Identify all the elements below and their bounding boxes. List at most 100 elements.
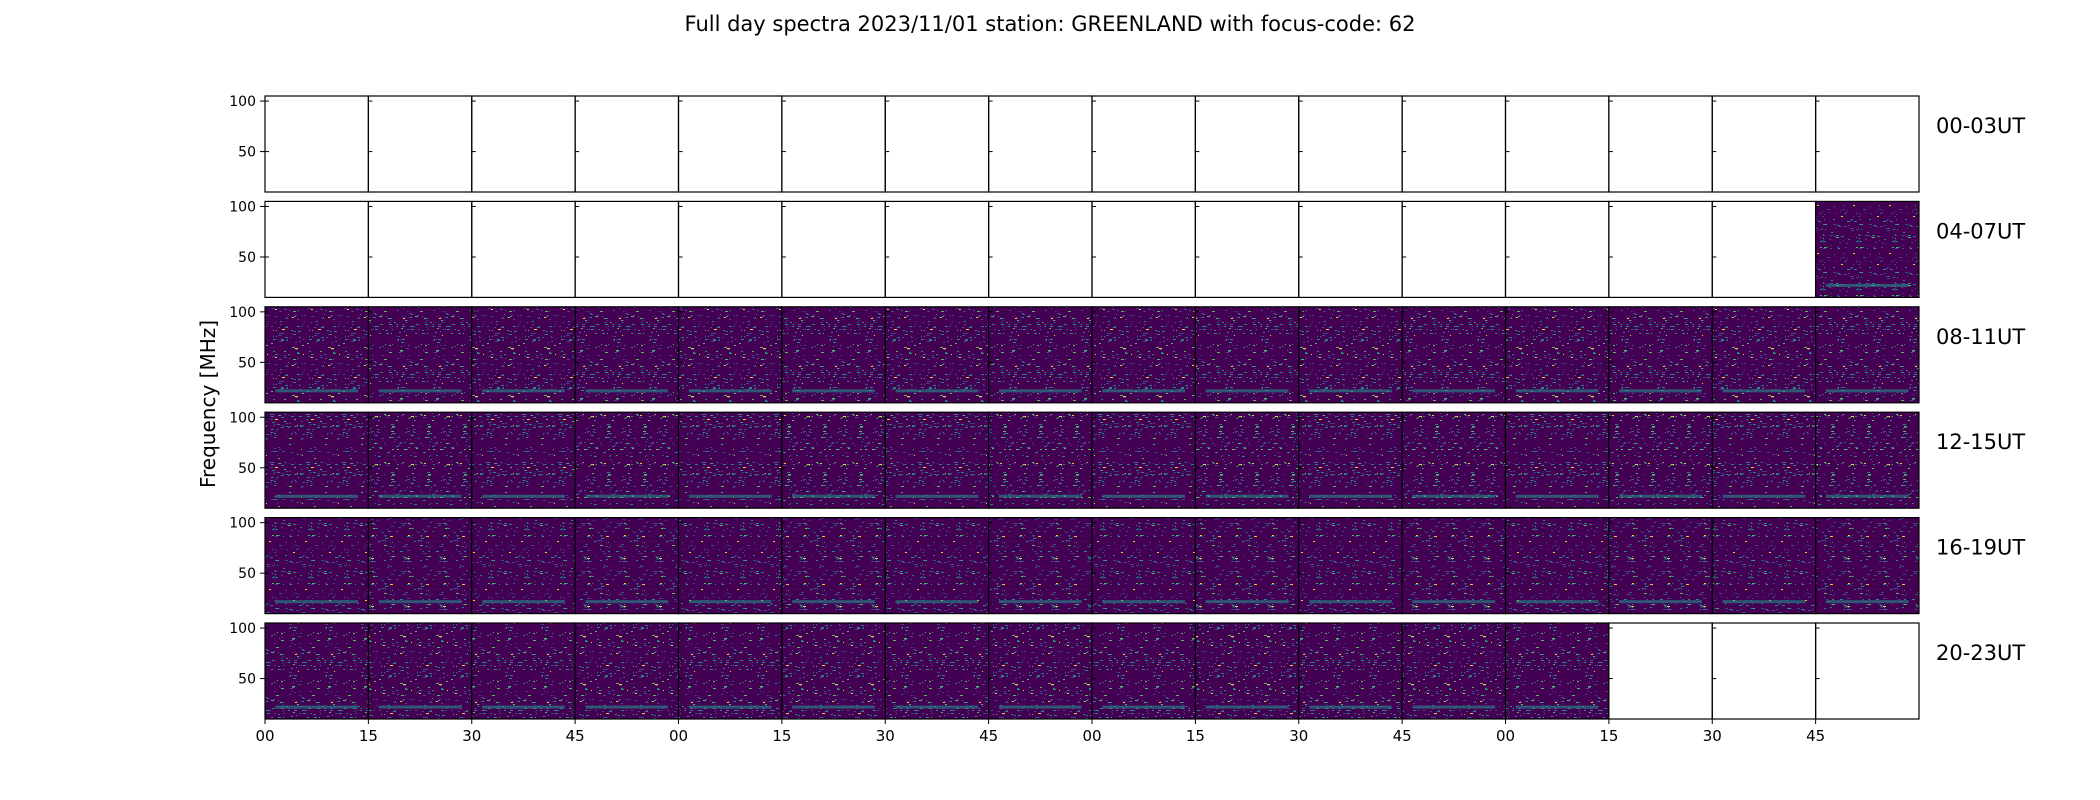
panel-frame — [1401, 200, 1507, 298]
spectrum-panel — [1608, 516, 1713, 615]
row-label: 12-15UT — [1936, 430, 2025, 454]
panel-frame — [471, 95, 576, 193]
panel-frame — [677, 95, 783, 193]
x-tick-label: 30 — [462, 727, 481, 745]
chart-title: Full day spectra 2023/11/01 station: GRE… — [685, 12, 1416, 36]
x-axis: 00 15 30 45 00 15 30 45 00 15 30 45 00 15 30 45 — [255, 719, 1825, 745]
panel-frame — [1091, 95, 1196, 193]
x-tick-label: 45 — [979, 727, 998, 745]
spectrum-panel — [1711, 516, 1817, 615]
spectrum-panel — [264, 516, 369, 615]
panel-frame — [264, 95, 369, 193]
spectrum-panel — [1401, 622, 1507, 720]
y-tick-label: 100 — [229, 621, 256, 637]
spectrum-panel — [988, 411, 1093, 509]
spectrum-panel — [988, 622, 1093, 720]
spectrum-panel — [1401, 306, 1507, 404]
y-tick-label: 50 — [238, 250, 256, 266]
x-tick-label: 45 — [1806, 727, 1825, 745]
panel-frame — [781, 200, 886, 298]
panel-frame — [884, 200, 990, 298]
spectrum-panel — [1504, 516, 1610, 615]
spectrum-panel — [677, 95, 783, 193]
spectrum-panel — [677, 200, 783, 298]
row-label: 16-19UT — [1936, 536, 2025, 560]
spectrum-panel — [1091, 411, 1196, 509]
panel-row: 50 100 12-15UT — [229, 410, 2025, 509]
spectrum-panel — [1711, 306, 1817, 404]
spectrum-panel — [1401, 411, 1507, 509]
spectrum-panel — [884, 95, 990, 193]
spectrum-panel — [781, 411, 886, 509]
spectrum-panel — [1298, 306, 1403, 404]
spectrum-panel — [1091, 622, 1196, 720]
panel-frame — [367, 95, 473, 193]
spectrum-panel — [1608, 411, 1713, 509]
panel-frame — [1194, 95, 1300, 193]
spectrum-panel — [264, 200, 369, 298]
panel-frame — [1608, 200, 1713, 298]
y-tick-label: 50 — [238, 355, 256, 371]
spectrum-panel — [1194, 411, 1300, 509]
panel-frame — [988, 95, 1093, 193]
spectrum-panel — [988, 95, 1093, 193]
panel-frame — [1194, 200, 1300, 298]
spectrum-panel — [264, 306, 369, 404]
x-tick-label: 15 — [1186, 727, 1205, 745]
spectrum-panel — [574, 411, 680, 509]
x-tick-label: 30 — [1703, 727, 1722, 745]
spectrum-panel — [1711, 200, 1817, 298]
spectrum-panel — [1194, 622, 1300, 720]
panel-row: 50 100 04-07UT — [229, 199, 2025, 298]
spectrum-panel — [264, 95, 369, 193]
panel-frame — [367, 200, 473, 298]
spectrum-panel — [781, 95, 886, 193]
x-tick-label: 30 — [1289, 727, 1308, 745]
spectrum-panel — [264, 622, 369, 720]
panel-row: 50 100 00-03UT — [229, 94, 2025, 193]
spectrum-panel — [781, 306, 886, 404]
spectrum-panel — [1298, 411, 1403, 509]
spectrum-panel — [1608, 306, 1713, 404]
spectrum-panel — [1608, 200, 1713, 298]
spectrum-panel — [367, 200, 473, 298]
y-tick-label: 100 — [229, 199, 256, 215]
spectrum-panel — [988, 516, 1093, 615]
spectrum-panel — [574, 200, 680, 298]
spectrum-panel — [677, 516, 783, 615]
panel-row: 50 100 16-19UT — [229, 516, 2025, 615]
spectrum-panel — [781, 200, 886, 298]
x-tick-label: 45 — [1393, 727, 1412, 745]
spectrum-panel — [1298, 622, 1403, 720]
spectrum-panel — [574, 306, 680, 404]
x-tick-label: 15 — [1599, 727, 1618, 745]
panel-row: 50 100 20-23UT — [229, 621, 2025, 720]
spectrum-panel — [1091, 516, 1196, 615]
y-tick-label: 100 — [229, 410, 256, 426]
panel-frame — [1711, 200, 1817, 298]
spectrum-panel — [1401, 516, 1507, 615]
spectrum-panel — [574, 622, 680, 720]
spectrum-panel — [677, 306, 783, 404]
y-tick-label: 50 — [238, 566, 256, 582]
spectrum-panel — [1401, 200, 1507, 298]
spectrum-panel — [677, 411, 783, 509]
panel-frame — [1504, 95, 1610, 193]
spectrum-panel — [1504, 95, 1610, 193]
panel-frame — [677, 200, 783, 298]
spectrum-panel — [884, 622, 990, 720]
x-tick-label: 15 — [359, 727, 378, 745]
spectrum-panel — [1815, 411, 1920, 509]
panel-frame — [1401, 95, 1507, 193]
y-tick-label: 50 — [238, 145, 256, 161]
panel-frame — [1091, 200, 1196, 298]
spectrum-panel — [367, 306, 473, 404]
spectrum-panel — [1504, 200, 1610, 298]
x-tick-label: 00 — [1496, 727, 1515, 745]
panel-frame — [574, 95, 680, 193]
spectrum-panel — [367, 411, 473, 509]
panel-row: 50 100 08-11UT — [229, 305, 2025, 404]
x-tick-label: 00 — [1082, 727, 1101, 745]
y-axis-label: Frequency [MHz] — [196, 320, 220, 488]
spectrum-panel — [1194, 95, 1300, 193]
